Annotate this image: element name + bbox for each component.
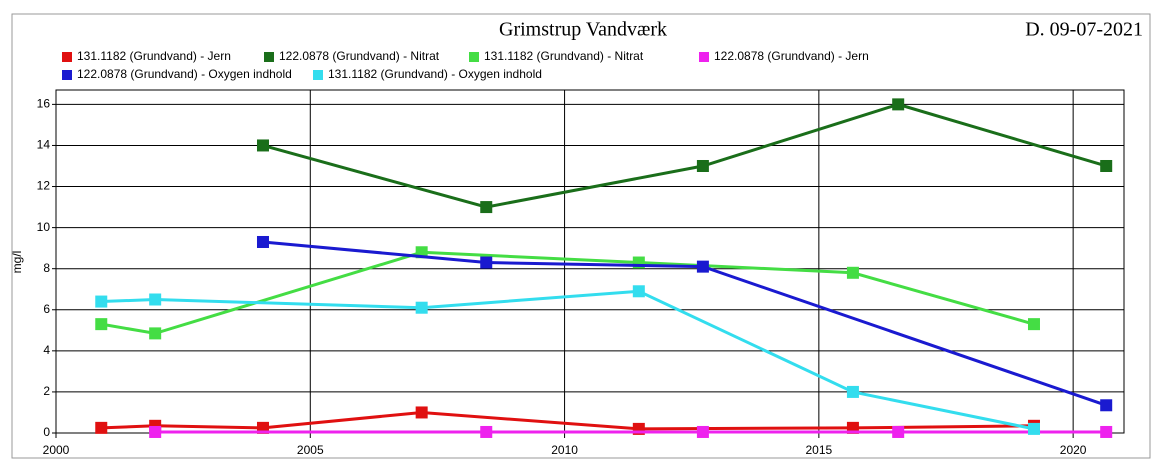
- data-point: [480, 201, 493, 214]
- legend-label: 122.0878 (Grundvand) - Oxygen indhold: [77, 67, 292, 81]
- y-tick-label: 2: [43, 384, 50, 398]
- data-point: [892, 425, 905, 438]
- y-axis-label: mg/l: [10, 251, 24, 274]
- data-point: [1100, 425, 1113, 438]
- legend-label: 131.1182 (Grundvand) - Jern: [77, 49, 231, 63]
- data-point: [632, 285, 645, 298]
- series-line: [262, 240, 1107, 407]
- data-point: [149, 425, 162, 438]
- data-point: [846, 385, 859, 398]
- data-point: [415, 301, 428, 314]
- data-point: [256, 235, 269, 248]
- data-point: [696, 260, 709, 273]
- data-point: [696, 425, 709, 438]
- chart-date: D. 09-07-2021: [1025, 19, 1143, 41]
- x-tick-label: 2015: [806, 443, 833, 457]
- y-tick-label: 0: [43, 425, 50, 439]
- data-point: [1027, 318, 1040, 331]
- y-tick-label: 6: [43, 302, 50, 316]
- legend-label: 122.0878 (Grundvand) - Nitrat: [279, 49, 440, 63]
- legend-swatch: [699, 52, 709, 62]
- data-point: [892, 98, 905, 111]
- legend-swatch: [62, 70, 72, 80]
- data-point: [149, 293, 162, 306]
- data-point: [696, 159, 709, 172]
- legend-label: 131.1182 (Grundvand) - Nitrat: [484, 49, 644, 63]
- data-point: [1100, 399, 1113, 412]
- y-tick-label: 10: [37, 220, 51, 234]
- legend-label: 131.1182 (Grundvand) - Oxygen indhold: [328, 67, 542, 81]
- legend-swatch: [62, 52, 72, 62]
- x-tick-label: 2005: [297, 443, 324, 457]
- data-point: [1027, 422, 1040, 435]
- x-tick-label: 2000: [43, 443, 70, 457]
- series-line: [101, 289, 1035, 431]
- data-point: [480, 256, 493, 269]
- legend-swatch: [313, 70, 323, 80]
- legend-swatch: [264, 52, 274, 62]
- x-tick-label: 2010: [551, 443, 578, 457]
- y-tick-label: 8: [43, 261, 50, 275]
- data-point: [846, 266, 859, 279]
- data-point: [256, 139, 269, 152]
- data-point: [1100, 159, 1113, 172]
- data-point: [149, 327, 162, 340]
- data-point: [415, 406, 428, 419]
- data-point: [95, 421, 108, 434]
- y-tick-label: 16: [37, 97, 51, 111]
- x-tick-label: 2020: [1060, 443, 1087, 457]
- legend-label: 122.0878 (Grundvand) - Jern: [714, 49, 869, 63]
- y-tick-label: 4: [43, 343, 50, 357]
- data-point: [95, 318, 108, 331]
- y-tick-label: 12: [37, 179, 51, 193]
- legend-swatch: [469, 52, 479, 62]
- data-point: [480, 425, 493, 438]
- chart-title: Grimstrup Vandværk: [499, 19, 667, 41]
- data-point: [95, 295, 108, 308]
- y-tick-label: 14: [37, 138, 51, 152]
- series-line: [101, 250, 1035, 335]
